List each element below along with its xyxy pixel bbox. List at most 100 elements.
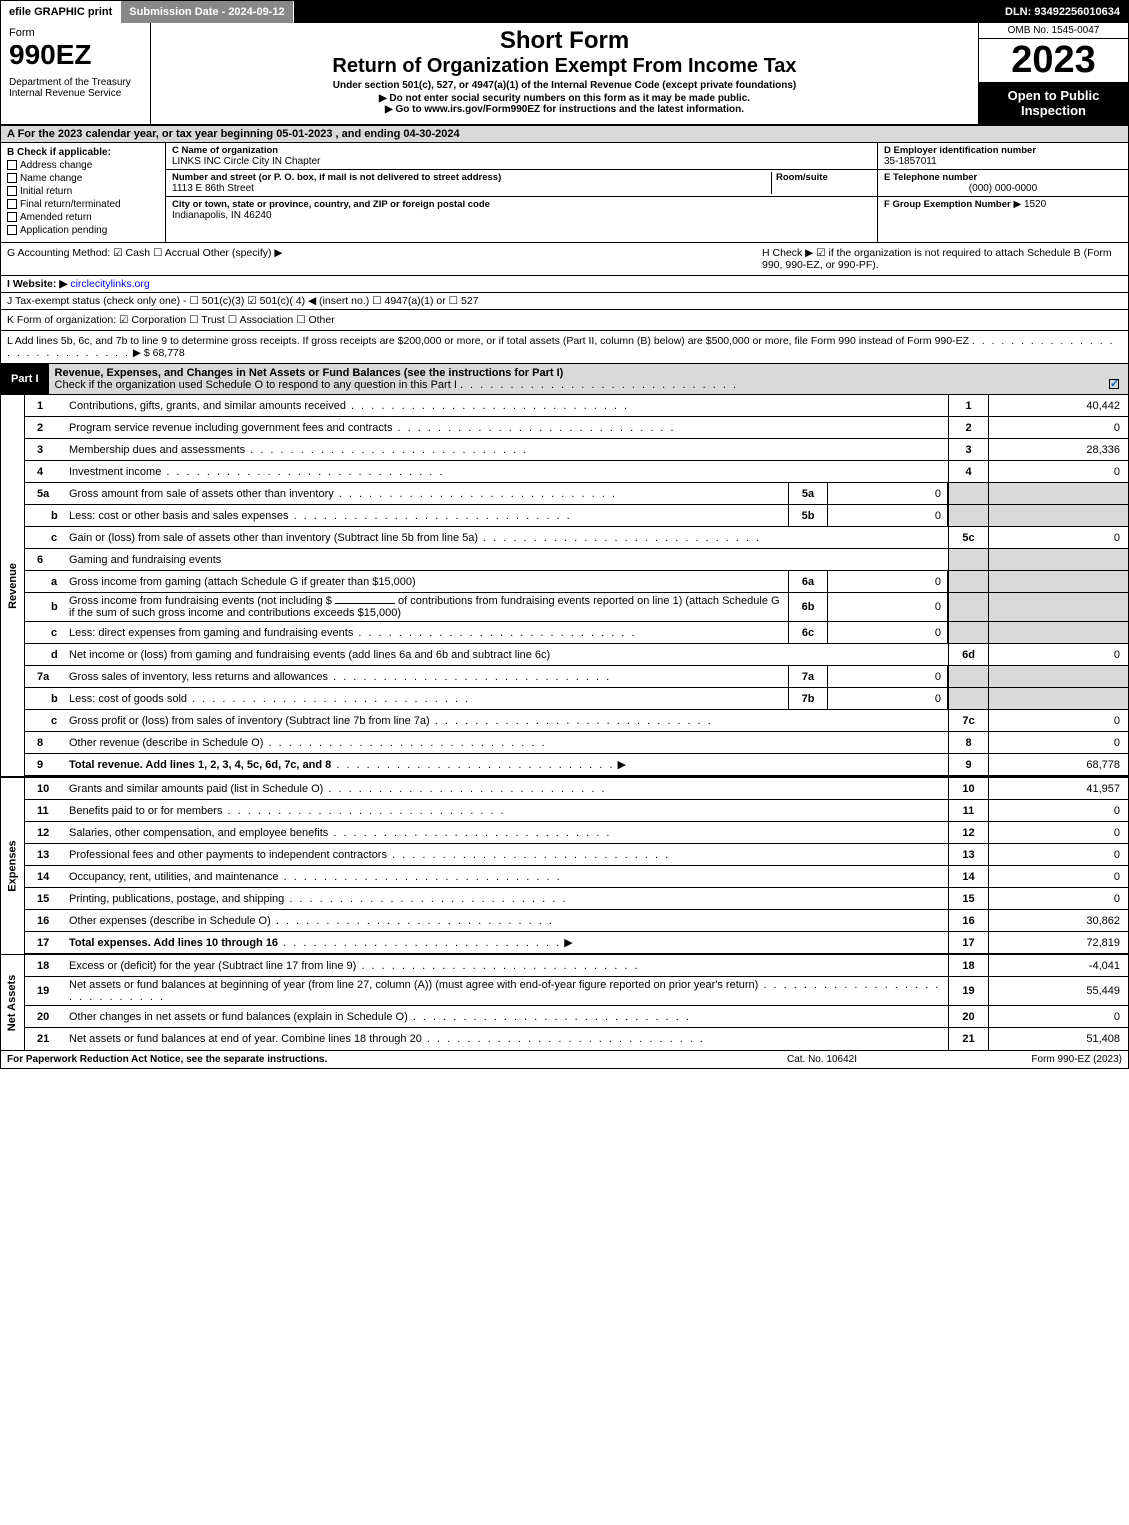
efile-print[interactable]: efile GRAPHIC print bbox=[1, 1, 121, 23]
part-1-title-text: Revenue, Expenses, and Changes in Net As… bbox=[55, 367, 564, 379]
street: 1113 E 86th Street bbox=[172, 183, 771, 194]
subline-1: Under section 501(c), 527, or 4947(a)(1)… bbox=[155, 80, 974, 91]
city-label: City or town, state or province, country… bbox=[172, 199, 871, 210]
ld-5c: Gain or (loss) from sale of assets other… bbox=[65, 530, 948, 546]
ld-11: Benefits paid to or for members bbox=[65, 803, 948, 819]
rn-15: 15 bbox=[948, 888, 988, 909]
ld-5a: Gross amount from sale of assets other t… bbox=[65, 486, 788, 502]
accounting-method: G Accounting Method: ☑ Cash ☐ Accrual Ot… bbox=[7, 247, 762, 271]
part-1-title: Revenue, Expenses, and Changes in Net As… bbox=[49, 364, 1128, 394]
open-public-label: Open to Public Inspection bbox=[979, 82, 1128, 124]
ld-19: Net assets or fund balances at beginning… bbox=[65, 977, 948, 1005]
ld-6b: Gross income from fundraising events (no… bbox=[65, 593, 788, 621]
ld-16: Other expenses (describe in Schedule O) bbox=[65, 913, 948, 929]
chk-name[interactable]: Name change bbox=[7, 173, 159, 184]
in-6b: 6b bbox=[788, 593, 828, 621]
ld-7b: Less: cost of goods sold bbox=[65, 691, 788, 707]
rv-8: 0 bbox=[988, 732, 1128, 753]
org-name-block: C Name of organization LINKS INC Circle … bbox=[166, 143, 877, 170]
ld-7c: Gross profit or (loss) from sales of inv… bbox=[65, 713, 948, 729]
iv-6c: 0 bbox=[828, 622, 948, 643]
rv-20: 0 bbox=[988, 1006, 1128, 1027]
omb-number: OMB No. 1545-0047 bbox=[979, 23, 1128, 39]
irs-link[interactable]: ▶ Go to www.irs.gov/Form990EZ for instru… bbox=[385, 104, 744, 115]
rv-4: 0 bbox=[988, 461, 1128, 482]
ld-17: Total expenses. Add lines 10 through 16 … bbox=[65, 934, 948, 951]
footer-mid: Cat. No. 10642I bbox=[722, 1054, 922, 1065]
submission-date: Submission Date - 2024-09-12 bbox=[121, 1, 293, 23]
room-label: Room/suite bbox=[776, 172, 871, 183]
chk-address[interactable]: Address change bbox=[7, 160, 159, 171]
rv-1: 40,442 bbox=[988, 395, 1128, 416]
row-j-tax-status: J Tax-exempt status (check only one) - ☐… bbox=[1, 293, 1128, 310]
rn-17: 17 bbox=[948, 932, 988, 953]
rv-15: 0 bbox=[988, 888, 1128, 909]
website-label: I Website: ▶ bbox=[7, 278, 67, 290]
dots-p1 bbox=[460, 379, 738, 391]
rn-3: 3 bbox=[948, 439, 988, 460]
short-form-title: Short Form bbox=[155, 27, 974, 55]
rv-18: -4,041 bbox=[988, 955, 1128, 976]
subline-2: ▶ Do not enter social security numbers o… bbox=[155, 93, 974, 104]
revenue-tab: Revenue bbox=[1, 395, 25, 776]
section-b-c-d-e: B Check if applicable: Address change Na… bbox=[1, 143, 1128, 243]
row-i-website: I Website: ▶ circlecitylinks.org bbox=[1, 276, 1128, 293]
part-1-tag: Part I bbox=[1, 370, 49, 388]
street-block: Number and street (or P. O. box, if mail… bbox=[166, 170, 877, 197]
netassets-lines: 18Excess or (deficit) for the year (Subt… bbox=[25, 955, 1128, 1050]
rv-19: 55,449 bbox=[988, 977, 1128, 1005]
row-k-org-type: K Form of organization: ☑ Corporation ☐ … bbox=[1, 310, 1128, 331]
in-7a: 7a bbox=[788, 666, 828, 687]
ein-block: D Employer identification number 35-1857… bbox=[878, 143, 1128, 170]
chk-initial[interactable]: Initial return bbox=[7, 186, 159, 197]
part-1-check: Check if the organization used Schedule … bbox=[55, 379, 457, 391]
ein-label: D Employer identification number bbox=[884, 145, 1122, 156]
iv-7a: 0 bbox=[828, 666, 948, 687]
expenses-lines: 10Grants and similar amounts paid (list … bbox=[25, 778, 1128, 954]
part-1-checkbox[interactable] bbox=[1109, 379, 1119, 389]
rn-14: 14 bbox=[948, 866, 988, 887]
chk-final[interactable]: Final return/terminated bbox=[7, 199, 159, 210]
page-footer: For Paperwork Reduction Act Notice, see … bbox=[1, 1050, 1128, 1068]
in-7b: 7b bbox=[788, 688, 828, 709]
iv-6a: 0 bbox=[828, 571, 948, 592]
in-5a: 5a bbox=[788, 483, 828, 504]
ld-1: Contributions, gifts, grants, and simila… bbox=[65, 398, 948, 414]
phone-value: (000) 000-0000 bbox=[884, 183, 1122, 194]
footer-right: Form 990-EZ (2023) bbox=[922, 1054, 1122, 1065]
rv-9: 68,778 bbox=[988, 754, 1128, 775]
rn-2: 2 bbox=[948, 417, 988, 438]
rn-7c: 7c bbox=[948, 710, 988, 731]
ln-1: 1 bbox=[25, 400, 65, 412]
revenue-block: Revenue 1Contributions, gifts, grants, a… bbox=[1, 395, 1128, 776]
row-g-h: G Accounting Method: ☑ Cash ☐ Accrual Ot… bbox=[1, 243, 1128, 276]
row-l-text: L Add lines 5b, 6c, and 7b to line 9 to … bbox=[7, 335, 969, 347]
rn-10: 10 bbox=[948, 778, 988, 799]
rv-14: 0 bbox=[988, 866, 1128, 887]
column-d-e-f: D Employer identification number 35-1857… bbox=[878, 143, 1128, 242]
website-link[interactable]: circlecitylinks.org bbox=[70, 278, 149, 290]
footer-left: For Paperwork Reduction Act Notice, see … bbox=[7, 1054, 722, 1065]
chk-pending[interactable]: Application pending bbox=[7, 225, 159, 236]
in-6a: 6a bbox=[788, 571, 828, 592]
ld-5b: Less: cost or other basis and sales expe… bbox=[65, 508, 788, 524]
netassets-block: Net Assets 18Excess or (deficit) for the… bbox=[1, 954, 1128, 1050]
rv-3: 28,336 bbox=[988, 439, 1128, 460]
form-header: Form 990EZ Department of the Treasury In… bbox=[1, 23, 1128, 126]
ld-3: Membership dues and assessments bbox=[65, 442, 948, 458]
column-b: B Check if applicable: Address change Na… bbox=[1, 143, 166, 242]
netassets-tab: Net Assets bbox=[1, 955, 25, 1050]
tax-year: 2023 bbox=[979, 39, 1128, 82]
rv-6d: 0 bbox=[988, 644, 1128, 665]
chk-amended[interactable]: Amended return bbox=[7, 212, 159, 223]
street-label: Number and street (or P. O. box, if mail… bbox=[172, 172, 771, 183]
phone-label: E Telephone number bbox=[884, 172, 1122, 183]
column-c: C Name of organization LINKS INC Circle … bbox=[166, 143, 878, 242]
header-right: OMB No. 1545-0047 2023 Open to Public In… bbox=[978, 23, 1128, 124]
ld-21: Net assets or fund balances at end of ye… bbox=[65, 1031, 948, 1047]
department-label: Department of the Treasury Internal Reve… bbox=[9, 77, 142, 99]
ld-18: Excess or (deficit) for the year (Subtra… bbox=[65, 958, 948, 974]
header-left: Form 990EZ Department of the Treasury In… bbox=[1, 23, 151, 124]
ld-8: Other revenue (describe in Schedule O) bbox=[65, 735, 948, 751]
rv-5c: 0 bbox=[988, 527, 1128, 548]
